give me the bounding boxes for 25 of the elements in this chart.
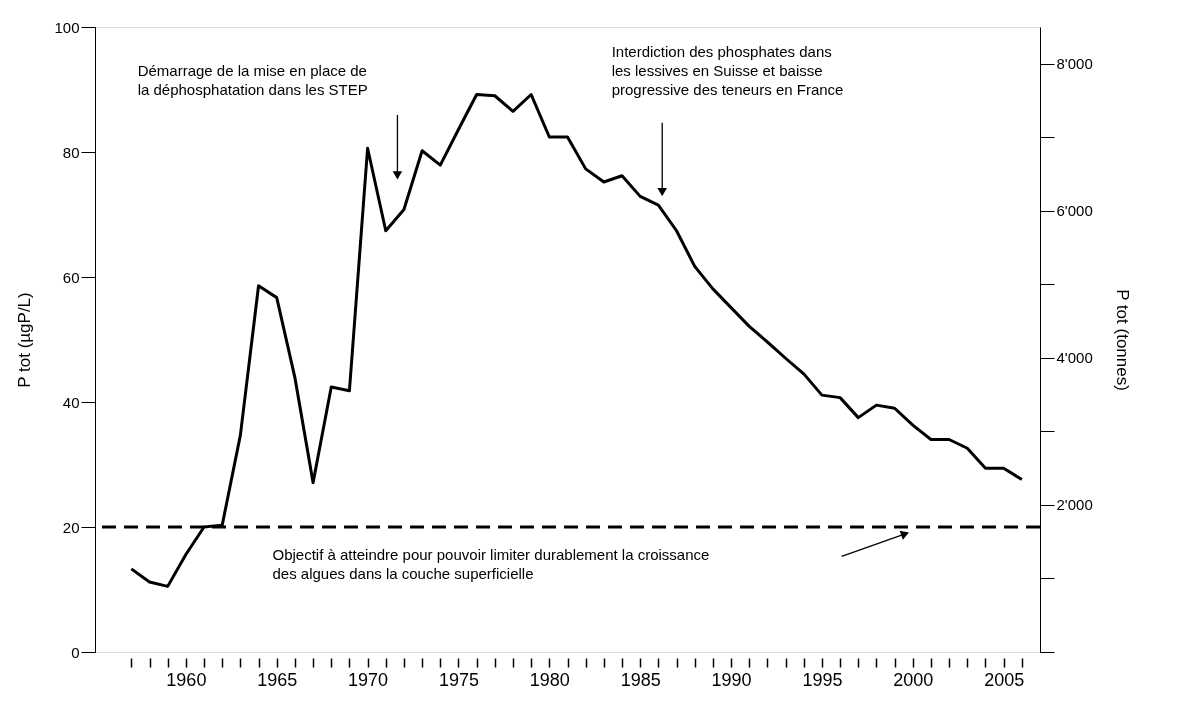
x-tick-label: 1975 <box>438 669 479 690</box>
annotation: Interdiction des phosphates dans les lessives en Suisse et baisse progressive des teneurs en France <box>611 42 844 98</box>
y-tick-label: 100 <box>54 18 80 36</box>
y-tick-label: 80 <box>62 143 80 161</box>
y-tick-label: 40 <box>62 393 80 411</box>
y2-tick-label: 4'000 <box>1056 349 1093 367</box>
x-tick-label: 1995 <box>802 669 843 690</box>
y2-tick-label: 6'000 <box>1056 202 1093 220</box>
y2-tick-label: 2'000 <box>1056 496 1093 514</box>
y-tick-label: 60 <box>62 268 80 286</box>
y2-tick-label: 8'000 <box>1056 55 1093 73</box>
x-tick-label: 1960 <box>166 669 207 690</box>
y2-axis-title: P tot (tonnes) <box>1112 289 1132 391</box>
annotation: Démarrage de la mise en place de la déphosphatation dans les STEP <box>137 62 368 99</box>
x-tick-label: 1985 <box>620 669 661 690</box>
x-tick-label: 1970 <box>348 669 389 690</box>
x-tick-label: 1965 <box>257 669 298 690</box>
y-tick-label: 20 <box>62 518 80 536</box>
x-tick-label: 2000 <box>893 669 934 690</box>
x-tick-label: 1990 <box>711 669 752 690</box>
x-tick-label: 2005 <box>984 669 1025 690</box>
x-tick-label: 1980 <box>529 669 570 690</box>
annotation: Objectif à atteindre pour pouvoir limiter durablement la croissance des algues dans la couche superficielle <box>272 546 710 583</box>
y-axis-title: P tot (µgP/L) <box>15 292 35 388</box>
y-tick-label: 0 <box>71 643 80 661</box>
